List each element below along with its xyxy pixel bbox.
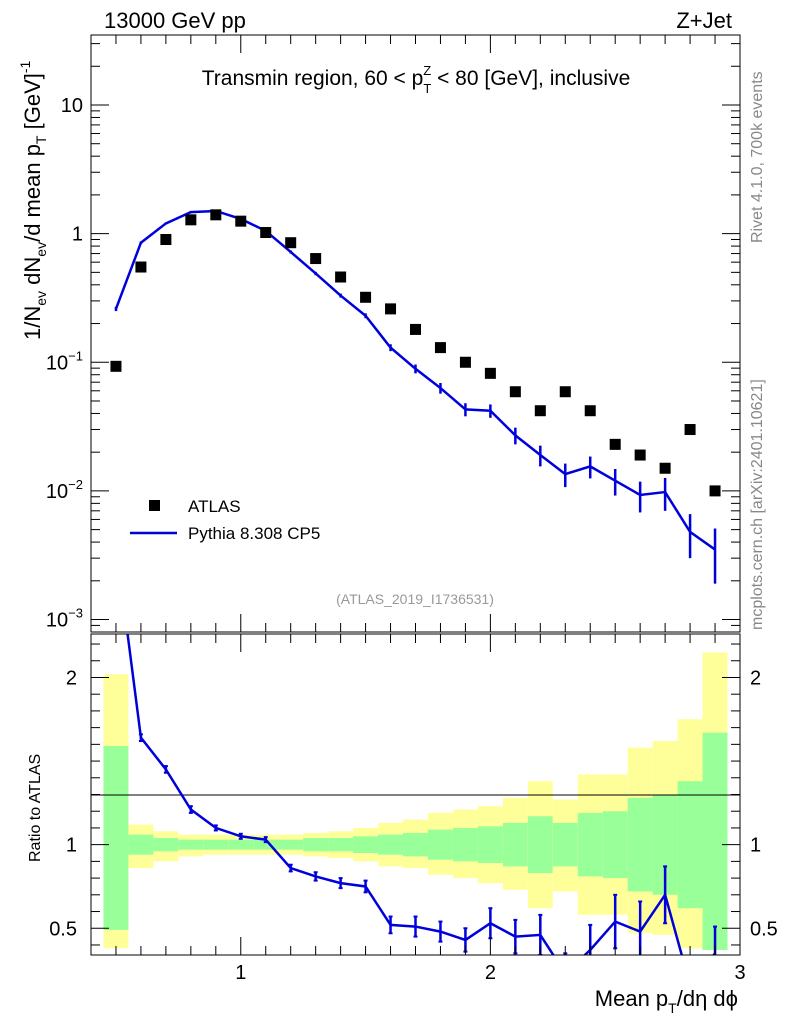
side-label-rivet: Rivet 4.1.0, 700k events <box>749 71 766 243</box>
ratio-y-tick-label-left: 2 <box>66 667 77 689</box>
atlas-data-point <box>634 449 646 461</box>
stat-uncertainty-band <box>128 834 154 855</box>
ratio-y-axis-title: Ratio to ATLAS <box>27 754 44 862</box>
main-panel: 10 1 10−1 10−2 10−3 1/Nev dNev/d mean pT… <box>17 34 741 633</box>
ratio-y-tick-label-right: 2 <box>750 667 761 689</box>
y-tick-label: 10−3 <box>46 606 83 632</box>
atlas-data-point <box>684 424 696 436</box>
stat-uncertainty-band <box>702 732 728 950</box>
ratio-axis-ticks <box>90 634 741 955</box>
stat-uncertainty-band <box>527 816 553 874</box>
atlas-data-point <box>335 271 347 283</box>
stat-uncertainty-band <box>328 837 354 852</box>
stat-uncertainty-band <box>378 834 404 855</box>
main-y-axis-title: 1/Nev dNev/d mean pT [GeV]-1 <box>17 60 49 340</box>
analysis-watermark: (ATLAS_2019_I1736531) <box>336 591 494 607</box>
atlas-data-point <box>509 386 521 398</box>
side-label-mcplots: mcplots.cern.ch [arXiv:2401.10621] <box>749 379 766 630</box>
stat-uncertainty-band <box>577 812 603 877</box>
atlas-data-point <box>534 405 546 417</box>
plot-title: Transmin region, 60 < pTZ < 80 [GeV], in… <box>202 63 631 96</box>
legend-atlas-label: ATLAS <box>188 497 241 516</box>
atlas-data-point <box>235 215 247 227</box>
y-tick-label: 10 <box>61 95 83 117</box>
x-tick-label: 3 <box>734 962 745 984</box>
atlas-data-point <box>609 438 621 450</box>
stat-uncertainty-band <box>353 836 379 854</box>
x-axis-title: Mean pT/dη dϕ <box>595 986 738 1016</box>
stat-uncertainty-band <box>253 839 279 850</box>
ratio-y-tick-label-left: 1 <box>66 835 77 857</box>
atlas-data-point <box>584 405 596 417</box>
legend-pythia-label: Pythia 8.308 CP5 <box>188 524 320 543</box>
stat-uncertainty-band <box>477 826 503 864</box>
ratio-uncertainty-bands <box>103 652 728 950</box>
stat-uncertainty-band <box>677 781 703 909</box>
atlas-data-point <box>410 323 421 335</box>
atlas-data-point <box>434 342 446 354</box>
main-axis-ticks <box>90 35 741 633</box>
stat-uncertainty-band <box>178 839 204 850</box>
atlas-data-point <box>160 234 172 246</box>
stat-uncertainty-band <box>602 811 628 879</box>
atlas-data-point <box>360 291 372 303</box>
stat-uncertainty-band <box>452 827 478 862</box>
ratio-panel: 2 1 0.5 2 1 0.5 1 2 3 Ratio to ATLAS Mea… <box>27 633 778 1016</box>
stat-uncertainty-band <box>228 839 254 850</box>
stat-uncertainty-band <box>627 797 653 892</box>
x-tick-label: 2 <box>485 962 496 984</box>
atlas-data-point <box>310 253 322 265</box>
y-tick-label: 10−1 <box>46 348 83 374</box>
ratio-y-tick-label-left: 0.5 <box>49 918 77 940</box>
header-energy: 13000 GeV pp <box>104 8 246 33</box>
stat-uncertainty-band <box>278 839 304 850</box>
atlas-data-point <box>285 237 297 249</box>
atlas-data-point <box>110 360 122 372</box>
main-data-layer <box>110 209 721 584</box>
stat-uncertainty-band <box>552 822 578 867</box>
stat-uncertainty-band <box>303 837 329 852</box>
atlas-data-point <box>709 485 721 497</box>
atlas-data-point <box>135 261 147 273</box>
atlas-data-point <box>459 356 471 368</box>
x-tick-label: 1 <box>235 962 246 984</box>
stat-uncertainty-band <box>153 837 179 852</box>
stat-uncertainty-band <box>427 829 453 860</box>
atlas-data-point <box>260 227 272 239</box>
stat-uncertainty-band <box>502 822 528 867</box>
atlas-data-point <box>210 209 222 221</box>
ratio-data-layer <box>126 634 718 955</box>
y-tick-label: 1 <box>72 224 83 246</box>
atlas-data-point <box>385 303 397 315</box>
ratio-y-tick-label-right: 1 <box>750 835 761 857</box>
atlas-data-point <box>659 462 671 474</box>
y-tick-label: 10−2 <box>46 477 83 503</box>
stat-uncertainty-band <box>103 746 129 930</box>
legend-atlas-marker <box>149 500 160 511</box>
header-process: Z+Jet <box>676 8 732 33</box>
legend: ATLAS Pythia 8.308 CP5 <box>130 497 320 543</box>
main-y-tick-labels: 10 1 10−1 10−2 10−3 <box>46 95 83 632</box>
atlas-data-point <box>484 367 496 379</box>
ratio-y-tick-label-right: 0.5 <box>750 918 778 940</box>
atlas-data-point <box>185 214 197 226</box>
atlas-data-point <box>559 386 571 398</box>
stat-uncertainty-band <box>403 832 428 857</box>
stat-uncertainty-band <box>203 839 229 850</box>
